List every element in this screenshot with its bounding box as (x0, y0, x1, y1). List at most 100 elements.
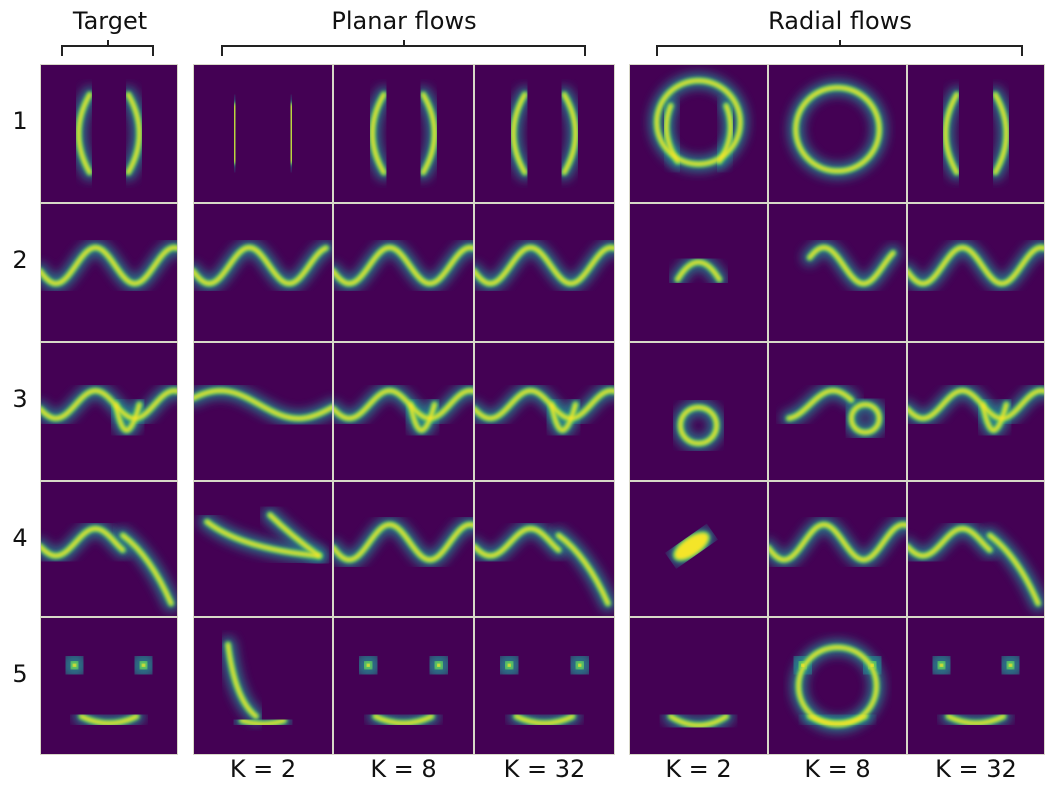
density-panel (907, 342, 1045, 481)
density-panel (629, 617, 768, 755)
row-label: 3 (12, 385, 27, 413)
density-ridge (474, 389, 615, 420)
density-ridge (77, 93, 92, 174)
panel-background (193, 64, 333, 203)
panel-background (768, 617, 907, 755)
panel-border (333, 481, 474, 617)
panel-border (768, 203, 907, 342)
density-panel (40, 342, 178, 481)
density-ridge (808, 714, 867, 725)
density-ridge (205, 520, 321, 558)
column-label: K = 2 (665, 755, 731, 783)
density-panel (629, 481, 768, 617)
density-panel (333, 617, 474, 755)
density-panel (768, 64, 907, 203)
panel-border (40, 342, 178, 481)
row-label: 2 (12, 246, 27, 274)
density-panel (474, 64, 615, 203)
density-panel (193, 64, 333, 203)
panel-border (474, 481, 615, 617)
panel-border (474, 342, 615, 481)
panel-background (907, 617, 1045, 755)
density-panel (40, 617, 178, 755)
density-ridge (226, 643, 258, 718)
density-panel (768, 617, 907, 755)
panel-background (333, 617, 474, 755)
panel-border (40, 64, 178, 203)
bracket (221, 40, 586, 56)
density-ridge (514, 714, 575, 725)
panel-border (768, 481, 907, 617)
density-ridge (676, 260, 721, 281)
density-panel (333, 203, 474, 342)
panel-border (193, 342, 333, 481)
density-ridge (907, 527, 992, 558)
density-ridge (121, 533, 173, 605)
panel-border (629, 64, 768, 203)
density-dot (1007, 662, 1014, 668)
density-panel (907, 617, 1045, 755)
column-label: K = 32 (935, 755, 1017, 783)
panel-background (907, 64, 1045, 203)
column-label: K = 32 (504, 755, 586, 783)
density-ridge (373, 714, 434, 725)
density-panel (193, 342, 333, 481)
density-ridge (511, 93, 527, 174)
density-ridge (988, 533, 1040, 605)
row-label: 4 (12, 524, 27, 552)
density-panel (768, 481, 907, 617)
density-ridge (232, 104, 237, 163)
density-ridge (126, 93, 141, 174)
density-dot (140, 662, 147, 668)
panel-border (40, 203, 178, 342)
density-panel (333, 64, 474, 203)
panel-border (193, 481, 333, 617)
density-ridge (907, 245, 1045, 286)
panel-background (193, 617, 333, 755)
density-ridge (79, 714, 139, 725)
row-label: 1 (12, 107, 27, 135)
density-ridge (562, 93, 578, 174)
density-ridge (268, 513, 321, 558)
group-title: Planar flows (331, 7, 476, 35)
panel-background (40, 617, 178, 755)
panel-border (768, 64, 907, 203)
density-panel (629, 342, 768, 481)
bracket (61, 40, 154, 56)
density-panel (193, 617, 333, 755)
panel-border (629, 203, 768, 342)
bracket (656, 40, 1023, 56)
panel-border (333, 203, 474, 342)
density-ridge (40, 245, 178, 286)
panel-border (40, 617, 178, 755)
density-dot (577, 662, 583, 668)
density-dot (506, 662, 512, 668)
density-ridge (981, 403, 1008, 432)
density-dot (71, 662, 78, 668)
density-ridge (289, 104, 294, 163)
density-panel (40, 64, 178, 203)
panel-border (333, 617, 474, 755)
panel-border (193, 64, 333, 203)
density-dot (800, 662, 806, 668)
column-label: K = 8 (804, 755, 870, 783)
density-ridge (907, 389, 1045, 420)
panel-border (474, 617, 615, 755)
density-ridge (421, 93, 437, 174)
density-panel (193, 481, 333, 617)
density-panel (333, 342, 474, 481)
panel-border (629, 342, 768, 481)
density-ridge (114, 403, 141, 432)
panel-background (629, 203, 768, 342)
density-panel (474, 342, 615, 481)
panel-border (193, 617, 333, 755)
density-ring (794, 86, 881, 173)
panel-border (474, 203, 615, 342)
panel-border (333, 342, 474, 481)
panel-background (474, 64, 615, 203)
row-label: 5 (12, 660, 27, 688)
density-ridge (370, 93, 386, 174)
panel-background (40, 64, 178, 203)
